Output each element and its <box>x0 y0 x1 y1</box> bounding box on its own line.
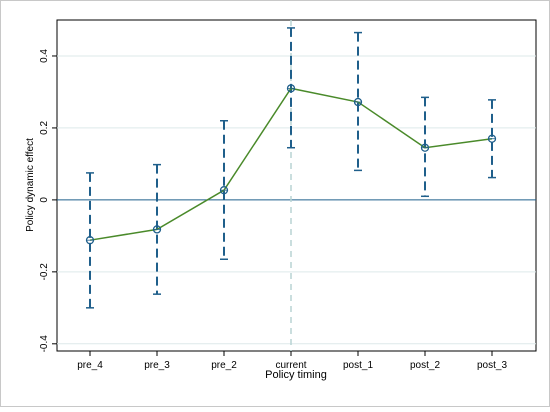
series-points <box>85 84 497 245</box>
grid-lines <box>57 55 536 345</box>
x-tick-label: pre_2 <box>211 360 237 371</box>
x-tick-label: post_2 <box>410 360 440 371</box>
x-tick-label: current <box>275 360 306 371</box>
x-tick-label: post_1 <box>343 360 373 371</box>
y-tick-label: 0.2 <box>39 121 50 135</box>
plot-area <box>56 19 537 352</box>
x-tick-label: pre_3 <box>144 360 170 371</box>
y-tick-label: -0.2 <box>39 263 50 281</box>
y-tick-label: 0.4 <box>39 49 50 63</box>
x-axis-label: Policy timing <box>265 369 327 381</box>
x-tick-label: post_3 <box>477 360 507 371</box>
x-axis: pre_4 pre_3 pre_2 current post_1 post_2 post_3 <box>77 351 507 371</box>
y-axis-label: Policy dynamic effect <box>25 138 36 232</box>
x-tick-label: pre_4 <box>77 360 103 371</box>
y-tick-label: -0.4 <box>39 335 50 353</box>
y-tick-label: 0 <box>39 197 50 203</box>
y-axis: -0.4 -0.2 0 0.2 0.4 <box>39 49 57 353</box>
